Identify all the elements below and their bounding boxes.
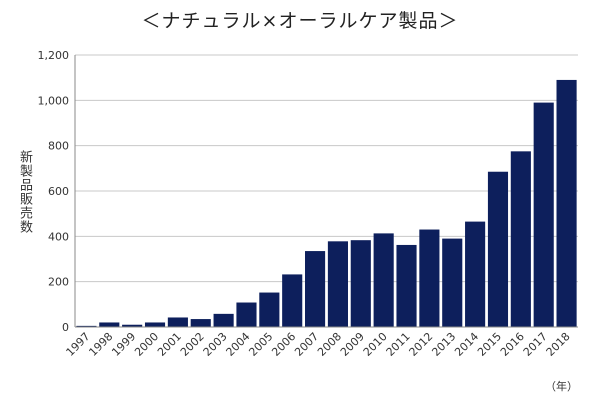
- x-tick-label: 2009: [338, 330, 367, 359]
- bar-2018: [556, 79, 577, 327]
- bar-1997: [76, 325, 97, 327]
- bar-2009: [350, 240, 371, 327]
- x-tick-labels: 1997199819992000200120022003200420052006…: [64, 330, 573, 359]
- bar-2014: [465, 221, 486, 327]
- bar-2017: [533, 102, 554, 327]
- x-tick-label: 2016: [498, 330, 527, 359]
- bar-2002: [190, 319, 211, 327]
- x-tick-label: 2000: [132, 330, 161, 359]
- x-tick-label: 2006: [269, 330, 298, 359]
- bar-2003: [213, 313, 234, 327]
- bar-2005: [259, 292, 280, 327]
- bar-2016: [510, 151, 531, 327]
- x-tick-label: 1999: [109, 330, 138, 359]
- bar-2011: [396, 244, 417, 327]
- x-tick-label: 2013: [429, 330, 458, 359]
- bars: [76, 79, 577, 327]
- bar-2010: [373, 233, 394, 327]
- bar-1998: [99, 322, 120, 327]
- x-tick-label: 2015: [475, 330, 504, 359]
- bar-2007: [305, 251, 326, 327]
- y-tick-labels: 0 200 400 600 800 1,000 1,200: [38, 49, 70, 334]
- x-tick-label: 2008: [315, 330, 344, 359]
- y-axis-label: 新製品販売数: [17, 150, 32, 234]
- x-tick-label: 2018: [544, 330, 573, 359]
- bar-2015: [487, 171, 509, 327]
- chart-title: ＜ナチュラル×オーラルケア製品＞: [141, 10, 459, 32]
- bar-2008: [327, 241, 348, 327]
- y-tick-label: 1,000: [38, 94, 70, 107]
- x-tick-label: 2007: [292, 330, 321, 359]
- x-tick-label: 2014: [452, 330, 481, 359]
- y-tick-label: 1,200: [38, 49, 70, 62]
- x-tick-label: 2011: [384, 330, 413, 359]
- x-tick-label: 2004: [224, 330, 253, 359]
- y-tick-label: 200: [48, 276, 69, 289]
- x-tick-label: 2010: [361, 330, 390, 359]
- bar-2012: [419, 229, 440, 327]
- x-tick-label: 2001: [155, 330, 184, 359]
- bar-2001: [167, 317, 188, 327]
- bar-2004: [236, 302, 257, 327]
- y-tick-label: 600: [48, 185, 69, 198]
- y-tick-label: 400: [48, 230, 69, 243]
- x-axis-unit: （年）: [545, 380, 578, 393]
- bar-2006: [282, 274, 303, 327]
- x-tick-label: 2012: [407, 330, 436, 359]
- y-tick-label: 800: [48, 140, 69, 153]
- y-tick-label: 0: [62, 321, 69, 334]
- bar-1999: [122, 324, 143, 327]
- x-tick-label: 1997: [64, 330, 93, 359]
- x-tick-label: 2003: [201, 330, 230, 359]
- bar-2013: [442, 238, 463, 327]
- x-tick-label: 1998: [86, 330, 115, 359]
- x-tick-label: 2017: [521, 330, 550, 359]
- x-tick-label: 2005: [246, 330, 275, 359]
- grid-lines: [75, 54, 578, 283]
- bar-2000: [144, 322, 166, 327]
- x-tick-label: 2002: [178, 330, 207, 359]
